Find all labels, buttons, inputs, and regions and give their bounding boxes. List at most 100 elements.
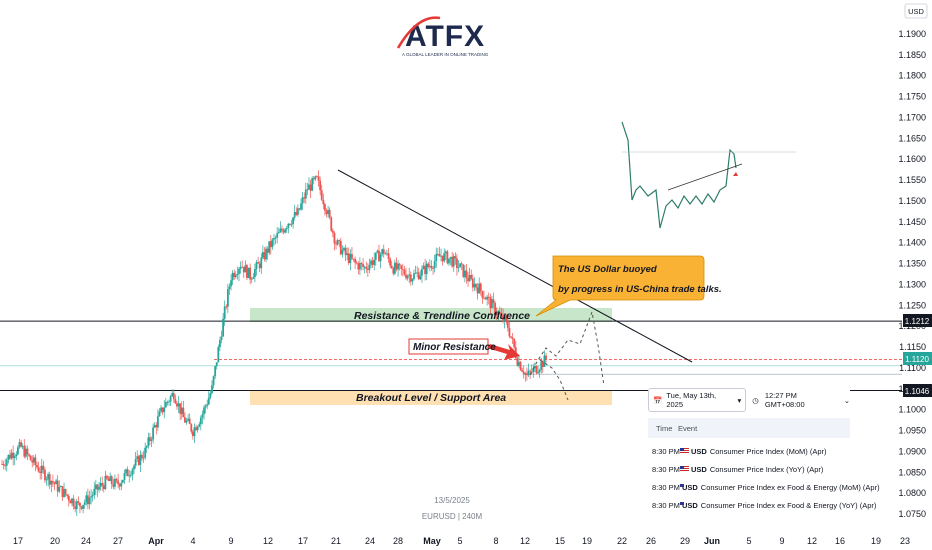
candle-body [486,297,488,300]
candle-body [260,258,262,269]
candle-body [337,240,339,244]
candle-body [509,328,511,336]
candle-body [3,464,5,465]
event-currency: USD [682,483,698,492]
calendar-row[interactable]: 8:30 PM USD Consumer Price Index (YoY) (Ap… [648,460,850,478]
candle-body [230,280,232,286]
candle-body [450,257,452,259]
candle-body [214,366,216,376]
x-tick-label: May [423,536,441,546]
chevron-down-icon[interactable]: ⌄ [844,396,850,405]
y-tick-label: 1.1650 [898,133,926,143]
candle-body [224,306,226,318]
candle-body [305,189,307,198]
candle-body [151,439,153,441]
candle-body [109,476,111,481]
candle-body [181,408,183,414]
candle-body [4,465,6,466]
candle-body [198,424,200,426]
calendar-time[interactable]: 12:27 PM GMT+08:00 [765,391,838,409]
candle-body [488,297,490,298]
candle-body [195,427,197,430]
event-title: Consumer Price Index ex Food & Energy (Y… [701,501,877,510]
callout-line1: The US Dollar buoyed [558,264,657,275]
candle-body [357,263,359,269]
event-title: Consumer Price Index ex Food & Energy (M… [701,483,880,492]
candle-body [168,402,170,403]
calendar-row[interactable]: 8:30 PM USD Consumer Price Index ex Food &… [648,478,850,496]
candle-body [413,273,415,279]
y-tick-label: 1.0950 [898,426,926,436]
candle-body [313,178,315,179]
candle-body [383,249,385,253]
candle-body [104,476,106,489]
candle-body [510,336,512,337]
candle-body [369,265,371,270]
candle-body [356,263,358,264]
candle-body [276,233,278,237]
x-tick-label: 8 [493,536,498,546]
candle-body [292,218,294,225]
candle-body [141,455,143,459]
candle-body [157,416,159,427]
candle-body [235,275,237,277]
candle-body [278,232,280,233]
atfx-logo: ATFX A GLOBAL LEADER IN ONLINE TRADING [398,18,489,57]
inset-chart [618,116,796,250]
candle-body [146,446,148,448]
calendar-row[interactable]: 8:30 PM USD Consumer Price Index (MoM) (Ap… [648,442,850,460]
candle-body [119,484,121,486]
x-tick-label: 16 [835,536,845,546]
candle-body [303,197,305,198]
candle-body [423,266,425,269]
candle-body [539,370,541,372]
candle-body [419,276,421,280]
candle-body [445,252,447,254]
candle-body [217,347,219,362]
candle-body [316,176,318,177]
x-tick-label: 22 [617,536,627,546]
x-tick-label: 9 [228,536,233,546]
x-tick-label: 20 [50,536,60,546]
candle-body [116,479,118,481]
candle-body [251,279,253,280]
candle-body [57,481,59,492]
candle-body [200,418,202,425]
candle-body [178,403,180,406]
date-picker[interactable]: 📅 Tue, May 13th, 2025 ▾ [648,388,746,412]
x-tick-label: 15 [555,536,565,546]
x-tick-label: 24 [365,536,375,546]
candle-body [311,178,313,191]
candle-body [154,425,156,428]
candle-body [246,265,248,278]
calendar-row[interactable]: 8:30 PM USD Consumer Price Index ex Food &… [648,496,850,514]
candle-body [206,404,208,406]
candle-body [55,481,57,485]
x-tick-label: 4 [190,536,195,546]
candle-body [345,248,347,255]
candle-body [396,263,398,270]
candle-body [485,298,487,299]
resistance-label: Resistance & Trendline Confluence [354,310,530,322]
candle-body [101,483,103,485]
candle-body [82,505,84,509]
candle-body [493,299,495,303]
candle-body [380,254,382,261]
candle-body [392,268,394,274]
candle-body [451,257,453,267]
candle-body [335,243,337,244]
candle-body [20,442,22,446]
chevron-down-icon: ▾ [738,396,742,405]
candle-body [512,338,514,339]
candle-body [7,455,9,460]
candle-body [203,407,205,414]
candle-body [518,362,520,366]
candle-body [314,176,316,179]
candle-body [529,371,531,372]
candle-body [421,269,423,276]
price-tag-resistance: 1.1212 [903,314,932,327]
svg-text:1.1046: 1.1046 [905,387,930,396]
candle-body [415,273,417,274]
candle-body [47,474,49,479]
y-tick-label: 1.1750 [898,92,926,102]
